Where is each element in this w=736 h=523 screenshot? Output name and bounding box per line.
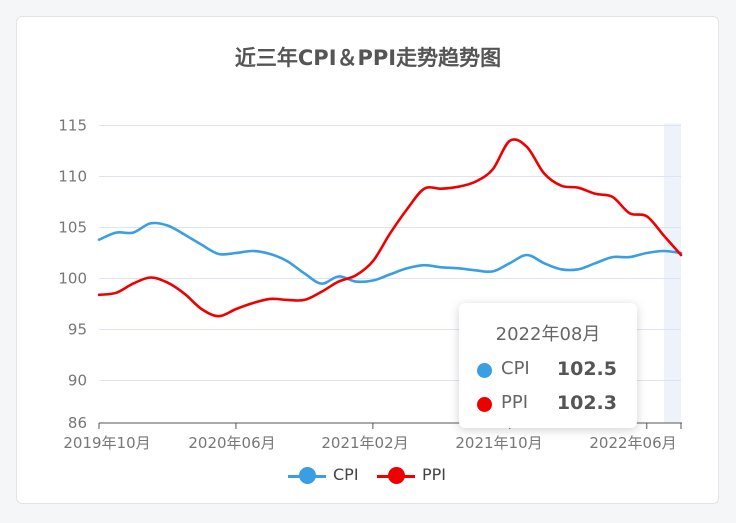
chart-title: 近三年CPI＆PPI走势趋势图 [234,46,502,70]
series-layer [97,138,683,318]
x-tick-label-0: 2019年10月 [63,434,150,452]
x-tick-label-2: 2021年02月 [321,434,408,452]
y-tick-label-110: 110 [58,168,87,186]
legend-ppi-label: PPI [422,465,447,484]
x-tick-label-4: 2022年06月 [589,434,676,452]
legend-cpi-label: CPI [333,465,359,484]
y-tick-label-86: 86 [68,414,87,432]
y-tick-label-95: 95 [68,321,87,339]
hover-highlight-band [664,123,681,423]
legend-ppi-marker [388,467,405,484]
tooltip-row-ppi: PPI 102.3 [477,392,627,416]
y-tick-label-105: 105 [58,219,87,237]
series-line-ppi [97,138,683,318]
tooltip-ppi-dot [477,397,492,412]
tooltip-title: 2022年08月 [495,324,601,345]
series-line-cpi [97,221,683,285]
y-tick-label-115: 115 [58,117,87,135]
grid-layer [99,123,681,423]
x-tick-label-1: 2020年06月 [188,434,275,452]
tooltip-ppi-value: 102.3 [556,392,617,414]
legend-cpi-marker [299,467,316,484]
x-tick-label-3: 2021年10月 [455,434,542,452]
tooltip-ppi-name: PPI [501,392,529,413]
y-tick-label-90: 90 [68,372,87,390]
tooltip-cpi-name: CPI [501,358,530,379]
legend: CPI PPI [0,464,736,488]
tooltip-cpi-dot [477,363,492,378]
tooltip-cpi-value: 102.5 [556,358,617,380]
y-tick-label-100: 100 [58,270,87,288]
tooltip-row-cpi: CPI 102.5 [477,358,627,382]
tooltip: 2022年08月 CPI 102.5 PPI 102.3 [459,303,637,428]
axis-layer: 86 90 95 100 105 110 115 2019年10月 2020年06月 2021年0… [58,117,682,452]
